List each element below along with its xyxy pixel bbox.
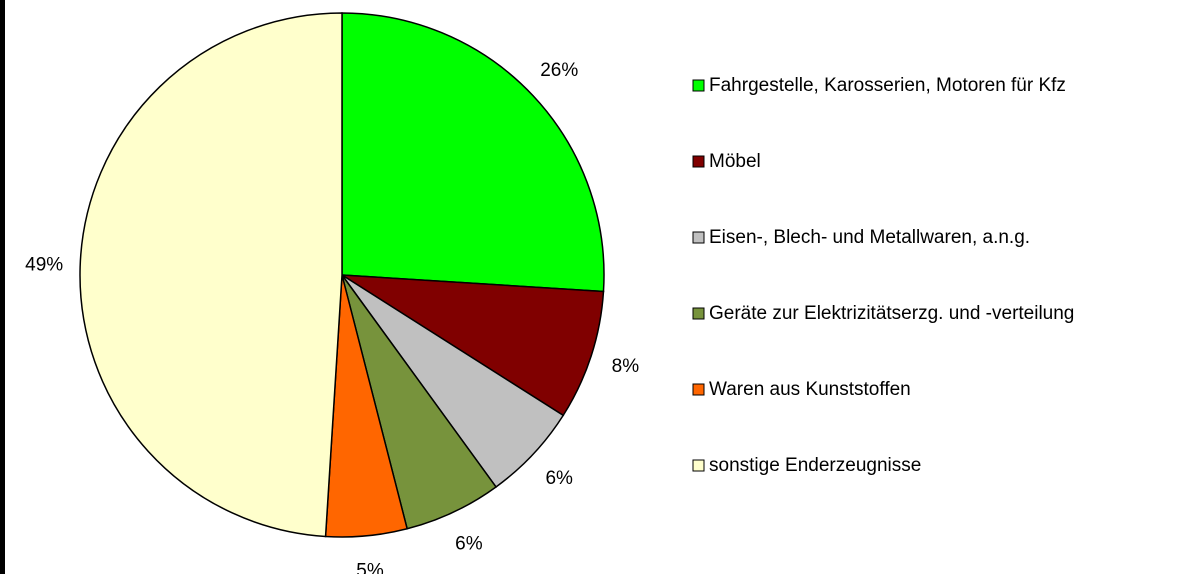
legend-swatch [692,307,705,320]
legend-label: Eisen-, Blech- und Metallwaren, a.n.g. [709,227,1030,248]
data-label: 49% [25,255,63,276]
pie-slice [341,12,605,293]
data-label: 8% [612,356,640,377]
legend-label: Waren aus Kunststoffen [709,379,911,400]
data-label: 5% [356,561,384,574]
pie-slice [79,12,343,538]
legend-label: Möbel [709,151,761,172]
left-border [0,0,5,574]
legend-swatch [692,383,705,396]
data-label: 26% [540,60,578,81]
legend-swatch [692,79,705,92]
data-label: 6% [545,468,573,489]
pie-slice [341,274,605,417]
data-label: 6% [455,534,483,555]
legend-swatch [692,155,705,168]
legend-label: Fahrgestelle, Karosserien, Motoren für K… [709,75,1066,96]
legend-swatch [692,459,705,472]
legend-swatch [692,231,705,244]
legend-label: Geräte zur Elektrizitätserzg. und -verte… [709,303,1074,324]
legend-label: sonstige Enderzeugnisse [709,455,921,476]
